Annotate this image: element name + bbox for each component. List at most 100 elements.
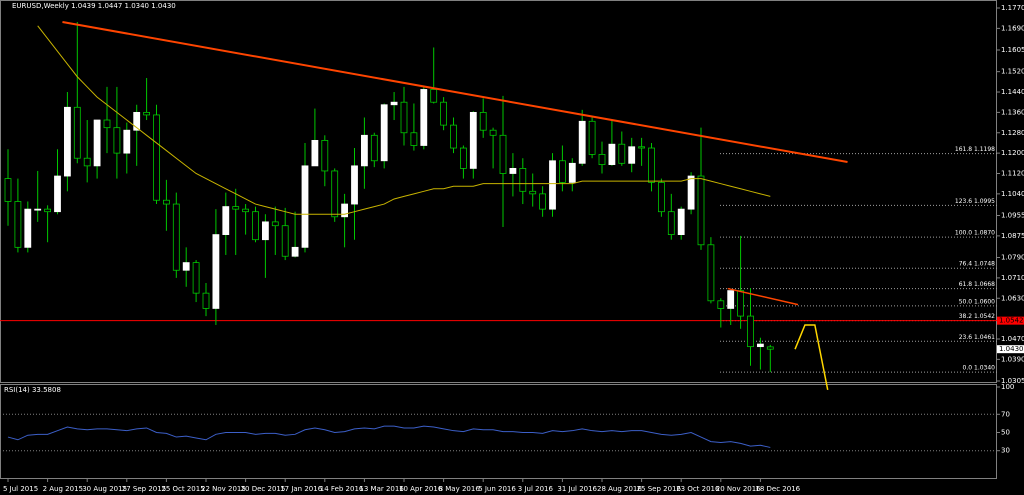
y-tick-label: 1.0390 (1001, 355, 1024, 363)
candle-body (549, 160, 556, 210)
candle-body (242, 208, 250, 213)
x-tick-label: 3 Jul 2016 (518, 485, 554, 493)
candle-body (34, 208, 42, 211)
y-tick-label: 1.1280 (1001, 129, 1024, 137)
y-tick-label: 1.1605 (1001, 46, 1024, 54)
candle-body (598, 153, 606, 165)
candle-body (608, 143, 616, 165)
candle-body (291, 246, 299, 257)
x-tick-label: 2 Aug 2015 (43, 485, 83, 493)
candle-body (618, 143, 626, 164)
candle-body (717, 300, 725, 309)
candle-body (370, 134, 378, 162)
x-tick-label: 8 May 2016 (439, 485, 481, 493)
candle-body (638, 146, 645, 149)
candle-body (162, 199, 170, 205)
y-tick-label: 1.0710 (1001, 274, 1024, 282)
y-tick-label: 1.1440 (1001, 88, 1024, 96)
candle-body (509, 168, 517, 174)
x-tick-label: 20 Dec 2015 (241, 485, 286, 493)
rsi-tick-label: 30 (1001, 447, 1010, 455)
candle-body (747, 315, 754, 348)
candle-body (44, 208, 51, 213)
candle-body (153, 114, 160, 201)
x-tick-label: 18 Dec 2016 (755, 485, 800, 493)
candle-body (499, 134, 507, 174)
candle-body (4, 178, 12, 202)
candle-body (648, 147, 655, 183)
candle-body (281, 225, 289, 257)
candle-body (222, 206, 230, 236)
candle-body (539, 193, 546, 210)
candle-body (24, 208, 32, 248)
candle-body (469, 111, 477, 169)
candle-body (73, 106, 81, 159)
x-tick-label: 23 Oct 2016 (676, 485, 720, 493)
x-tick-label: 17 Jan 2016 (280, 485, 323, 493)
y-tick-label: 1.1120 (1001, 169, 1024, 177)
candle-body (628, 146, 636, 164)
candle-body (311, 139, 319, 167)
fib-label: 50.0 1.0600 (959, 298, 995, 305)
candle-body (519, 168, 527, 192)
y-tick-label: 1.1690 (1001, 24, 1024, 32)
candle-body (568, 162, 576, 183)
fib-label: 161.8 1.1198 (955, 146, 995, 153)
candle-body (172, 203, 180, 271)
candle-body (232, 206, 240, 210)
candle-body (93, 119, 101, 167)
candle-body (54, 175, 61, 213)
candle-body (133, 111, 141, 131)
fib-label: 61.8 1.0668 (959, 281, 995, 288)
candle-body (737, 290, 744, 317)
candle-body (687, 175, 695, 210)
fib-label: 76.4 1.0748 (959, 261, 995, 268)
rsi-tick-label: 70 (1001, 410, 1010, 418)
fib-label: 0.0 1.0340 (963, 365, 996, 372)
x-tick-label: 5 Jun 2016 (478, 485, 516, 493)
x-tick-label: 27 Sep 2015 (122, 485, 166, 493)
rsi-tick-label: 100 (1001, 383, 1014, 391)
candle-body (380, 104, 388, 162)
candle-body (588, 120, 596, 155)
fib-label: 100.0 1.0870 (955, 230, 995, 237)
candle-body (212, 234, 220, 309)
y-tick-label: 1.0470 (1001, 335, 1024, 343)
candle-body (143, 111, 151, 116)
fib-label: 23.6 1.0461 (959, 334, 995, 341)
candle-body (192, 262, 200, 294)
projection (794, 324, 829, 391)
candle-body (667, 211, 675, 236)
candle-body (331, 170, 339, 218)
candle-body (261, 221, 269, 241)
candle-body (757, 343, 764, 348)
candle-body (64, 106, 71, 177)
moving-average (37, 25, 771, 215)
rsi-title: RSI(14) 33.5808 (4, 386, 61, 394)
candle-body (440, 101, 448, 126)
candle-body (271, 221, 279, 227)
x-tick-label: 20 Nov 2016 (716, 485, 761, 493)
candle-body (727, 290, 735, 309)
candle-body (360, 134, 368, 167)
candle-body (529, 190, 537, 195)
candle-body (430, 89, 438, 103)
candle-body (301, 165, 309, 248)
candle-body (182, 262, 190, 271)
y-tick-label: 1.1520 (1001, 68, 1024, 76)
candle-body (103, 119, 111, 129)
x-tick-label: 25 Sep 2016 (637, 485, 682, 493)
y-tick-label: 1.0955 (1001, 212, 1024, 220)
rsi-tick-label: 50 (1001, 429, 1010, 437)
rsi-frame (0, 384, 997, 479)
candle-body (677, 208, 685, 236)
y-tick-label: 1.1200 (1001, 149, 1024, 157)
x-tick-label: 25 Oct 2015 (161, 485, 204, 493)
candle-body (489, 129, 497, 136)
candle-body (766, 346, 774, 350)
candle-body (559, 160, 566, 183)
candle-body (83, 157, 91, 167)
candle-body (450, 124, 457, 149)
